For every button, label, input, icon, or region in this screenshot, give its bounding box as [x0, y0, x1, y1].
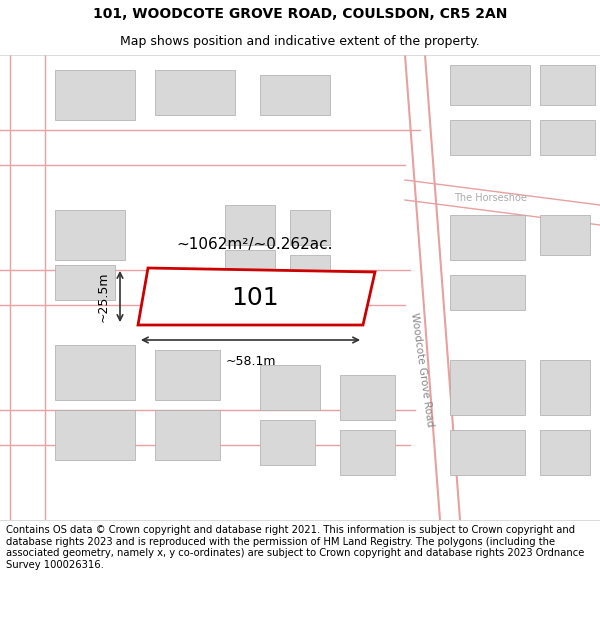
- Text: The Horseshoe: The Horseshoe: [454, 193, 526, 203]
- Bar: [260, 365, 320, 410]
- Bar: [290, 255, 330, 290]
- Bar: [450, 65, 530, 105]
- Bar: [155, 410, 220, 460]
- Text: Woodcote Grove Road: Woodcote Grove Road: [409, 312, 435, 428]
- Bar: [225, 205, 275, 245]
- Bar: [450, 430, 525, 475]
- Bar: [540, 65, 595, 105]
- Text: 101, WOODCOTE GROVE ROAD, COULSDON, CR5 2AN: 101, WOODCOTE GROVE ROAD, COULSDON, CR5 …: [93, 7, 507, 21]
- Bar: [540, 360, 590, 415]
- Text: ~25.5m: ~25.5m: [97, 271, 110, 322]
- Bar: [225, 250, 275, 290]
- Bar: [55, 410, 135, 460]
- Bar: [55, 70, 135, 120]
- Bar: [155, 350, 220, 400]
- Text: Map shows position and indicative extent of the property.: Map shows position and indicative extent…: [120, 35, 480, 48]
- Polygon shape: [138, 268, 375, 325]
- Text: 101: 101: [231, 286, 279, 310]
- Bar: [290, 210, 330, 245]
- Bar: [155, 70, 235, 115]
- Bar: [340, 375, 395, 420]
- Bar: [55, 265, 115, 300]
- Bar: [450, 215, 525, 260]
- Bar: [540, 430, 590, 475]
- Bar: [540, 120, 595, 155]
- Bar: [260, 420, 315, 465]
- Bar: [55, 345, 135, 400]
- Bar: [450, 275, 525, 310]
- Bar: [55, 210, 125, 260]
- Text: ~58.1m: ~58.1m: [225, 355, 276, 368]
- Bar: [450, 120, 530, 155]
- Bar: [260, 75, 330, 115]
- Text: ~1062m²/~0.262ac.: ~1062m²/~0.262ac.: [177, 238, 333, 252]
- Text: Contains OS data © Crown copyright and database right 2021. This information is : Contains OS data © Crown copyright and d…: [6, 525, 584, 570]
- Bar: [450, 360, 525, 415]
- Bar: [540, 215, 590, 255]
- Bar: [340, 430, 395, 475]
